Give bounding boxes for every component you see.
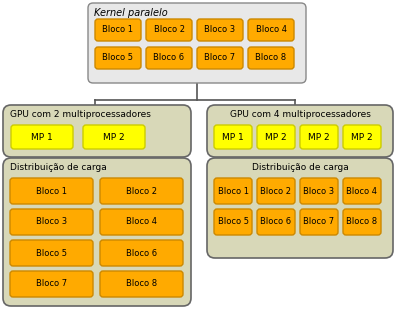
Text: Bloco 8: Bloco 8: [126, 280, 157, 289]
Text: Bloco 7: Bloco 7: [303, 218, 335, 227]
Text: GPU com 4 multiprocessadores: GPU com 4 multiprocessadores: [229, 110, 370, 119]
Text: Distribuição de carga: Distribuição de carga: [10, 163, 107, 172]
Text: MP 2: MP 2: [308, 132, 330, 141]
FancyBboxPatch shape: [11, 125, 73, 149]
FancyBboxPatch shape: [214, 209, 252, 235]
FancyBboxPatch shape: [100, 271, 183, 297]
Text: Bloco 2: Bloco 2: [154, 25, 185, 34]
Text: Bloco 5: Bloco 5: [36, 249, 67, 258]
Text: Bloco 5: Bloco 5: [218, 218, 249, 227]
FancyBboxPatch shape: [300, 178, 338, 204]
Text: Bloco 4: Bloco 4: [256, 25, 287, 34]
FancyBboxPatch shape: [197, 19, 243, 41]
Text: Bloco 3: Bloco 3: [36, 218, 67, 227]
Text: Bloco 7: Bloco 7: [204, 54, 235, 63]
Text: Distribuição de carga: Distribuição de carga: [252, 163, 349, 172]
FancyBboxPatch shape: [10, 271, 93, 297]
FancyBboxPatch shape: [343, 209, 381, 235]
FancyBboxPatch shape: [100, 240, 183, 266]
FancyBboxPatch shape: [3, 105, 191, 157]
FancyBboxPatch shape: [248, 19, 294, 41]
FancyBboxPatch shape: [95, 47, 141, 69]
Text: Bloco 5: Bloco 5: [102, 54, 133, 63]
Text: Bloco 1: Bloco 1: [218, 187, 249, 196]
FancyBboxPatch shape: [10, 209, 93, 235]
FancyBboxPatch shape: [146, 47, 192, 69]
Text: Bloco 2: Bloco 2: [126, 187, 157, 196]
FancyBboxPatch shape: [300, 209, 338, 235]
FancyBboxPatch shape: [88, 3, 306, 83]
Text: MP 2: MP 2: [265, 132, 287, 141]
FancyBboxPatch shape: [343, 178, 381, 204]
FancyBboxPatch shape: [257, 209, 295, 235]
FancyBboxPatch shape: [214, 125, 252, 149]
FancyBboxPatch shape: [214, 178, 252, 204]
Text: Bloco 3: Bloco 3: [204, 25, 235, 34]
Text: Bloco 2: Bloco 2: [260, 187, 291, 196]
FancyBboxPatch shape: [197, 47, 243, 69]
FancyBboxPatch shape: [207, 158, 393, 258]
FancyBboxPatch shape: [300, 125, 338, 149]
Text: Bloco 6: Bloco 6: [260, 218, 291, 227]
Text: Bloco 6: Bloco 6: [153, 54, 185, 63]
FancyBboxPatch shape: [83, 125, 145, 149]
FancyBboxPatch shape: [95, 19, 141, 41]
Text: Bloco 3: Bloco 3: [303, 187, 335, 196]
FancyBboxPatch shape: [257, 178, 295, 204]
FancyBboxPatch shape: [146, 19, 192, 41]
Text: MP 1: MP 1: [31, 132, 53, 141]
Text: Bloco 1: Bloco 1: [36, 187, 67, 196]
FancyBboxPatch shape: [100, 178, 183, 204]
FancyBboxPatch shape: [248, 47, 294, 69]
Text: Kernel paralelo: Kernel paralelo: [94, 8, 168, 18]
FancyBboxPatch shape: [207, 105, 393, 157]
FancyBboxPatch shape: [10, 178, 93, 204]
Text: MP 2: MP 2: [351, 132, 373, 141]
Text: Bloco 4: Bloco 4: [126, 218, 157, 227]
Text: MP 1: MP 1: [222, 132, 244, 141]
FancyBboxPatch shape: [3, 158, 191, 306]
Text: MP 2: MP 2: [103, 132, 125, 141]
FancyBboxPatch shape: [343, 125, 381, 149]
FancyBboxPatch shape: [10, 240, 93, 266]
Text: GPU com 2 multiprocessadores: GPU com 2 multiprocessadores: [10, 110, 151, 119]
Text: Bloco 8: Bloco 8: [255, 54, 287, 63]
FancyBboxPatch shape: [100, 209, 183, 235]
FancyBboxPatch shape: [257, 125, 295, 149]
Text: Bloco 4: Bloco 4: [347, 187, 378, 196]
Text: Bloco 8: Bloco 8: [347, 218, 378, 227]
Text: Bloco 6: Bloco 6: [126, 249, 157, 258]
Text: Bloco 1: Bloco 1: [102, 25, 133, 34]
Text: Bloco 7: Bloco 7: [36, 280, 67, 289]
